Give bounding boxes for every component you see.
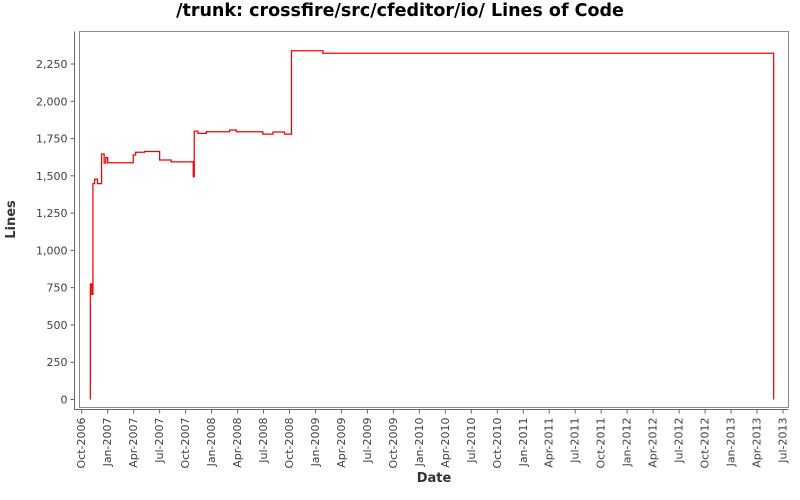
x-tick-label: Oct-2010 [491,418,504,469]
x-tick-label: Oct-2012 [699,418,712,469]
y-tick-label: 1,000 [36,244,68,257]
x-tick-label: Jan-2012 [621,418,634,468]
x-tick-label: Apr-2011 [543,418,556,468]
x-tick-label: Jul-2010 [465,418,478,464]
x-tick-label: Jan-2009 [309,418,322,468]
x-tick-label: Jan-2008 [205,418,218,468]
series-path-lines-of-code [89,50,775,400]
x-axis-title: Date [417,471,452,486]
x-tick-label: Oct-2006 [75,418,88,469]
x-tick-label: Oct-2011 [595,418,608,469]
x-tick-label: Oct-2008 [283,418,296,469]
y-tick-label: 2,250 [36,58,68,71]
y-tick-label: 500 [47,319,68,332]
x-tick-label: Oct-2009 [387,418,400,469]
y-axis-title: Lines [4,200,19,239]
x-tick-label: Apr-2009 [335,418,348,468]
y-tick-label: 0 [61,394,68,407]
x-tick-label: Jul-2013 [776,418,789,464]
chart-title: /trunk: crossfire/src/cfeditor/io/ Lines… [176,1,624,21]
x-tick-label: Jan-2010 [413,418,426,468]
x-tick-label: Jan-2011 [517,418,530,468]
x-tick-label: Apr-2010 [439,418,452,468]
x-tick-label: Apr-2013 [751,418,764,468]
x-tick-label: Jul-2011 [569,418,582,464]
y-tick-label: 1,250 [36,207,68,220]
x-tick-label: Jul-2008 [257,418,270,464]
y-tick-label: 1,750 [36,133,68,146]
x-tick-label: Jul-2012 [673,418,686,464]
x-tick-label: Apr-2007 [127,418,140,468]
y-tick-label: 750 [47,282,68,295]
plot-area-frame [79,31,789,408]
x-tick-label: Jul-2007 [153,418,166,464]
y-tick-label: 2,000 [36,95,68,108]
x-tick-label: Oct-2007 [179,418,192,469]
x-tick-label: Jan-2013 [725,418,738,468]
x-tick-label: Jan-2007 [101,418,114,468]
y-tick-label: 250 [47,356,68,369]
y-tick-label: 1,500 [36,170,68,183]
x-tick-label: Apr-2012 [647,418,660,468]
x-tick-label: Jul-2009 [361,418,374,464]
x-tick-label: Apr-2008 [231,418,244,468]
